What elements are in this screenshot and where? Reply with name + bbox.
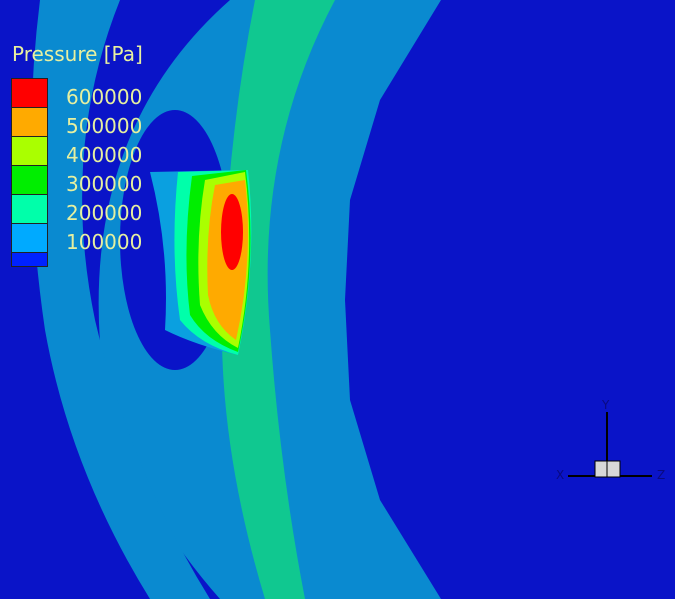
legend-swatch [12, 253, 47, 266]
legend-swatch [12, 224, 47, 253]
legend-title: Pressure [Pa] [12, 42, 143, 66]
triad-y-label: Y [602, 398, 610, 412]
legend-swatch [12, 195, 47, 224]
legend-label: 100000 [66, 230, 143, 254]
triad-x-label: X [556, 468, 565, 482]
legend-label: 400000 [66, 143, 143, 167]
legend-label: 600000 [66, 85, 143, 109]
legend-label: 500000 [66, 114, 143, 138]
legend-label: 300000 [66, 172, 143, 196]
left-light-arc [31, 0, 210, 599]
triad-z-label: Z [657, 468, 666, 482]
right-dark-region [345, 0, 675, 599]
green-band [221, 0, 335, 599]
legend-swatch [12, 108, 47, 137]
contour-red [221, 194, 243, 270]
legend-labels: 600000 500000 400000 300000 200000 10000… [66, 85, 142, 259]
legend-swatch [12, 79, 47, 108]
legend-swatch [12, 166, 47, 195]
legend-color-bar [11, 78, 48, 267]
legend-label: 200000 [66, 201, 143, 225]
legend-swatch [12, 137, 47, 166]
